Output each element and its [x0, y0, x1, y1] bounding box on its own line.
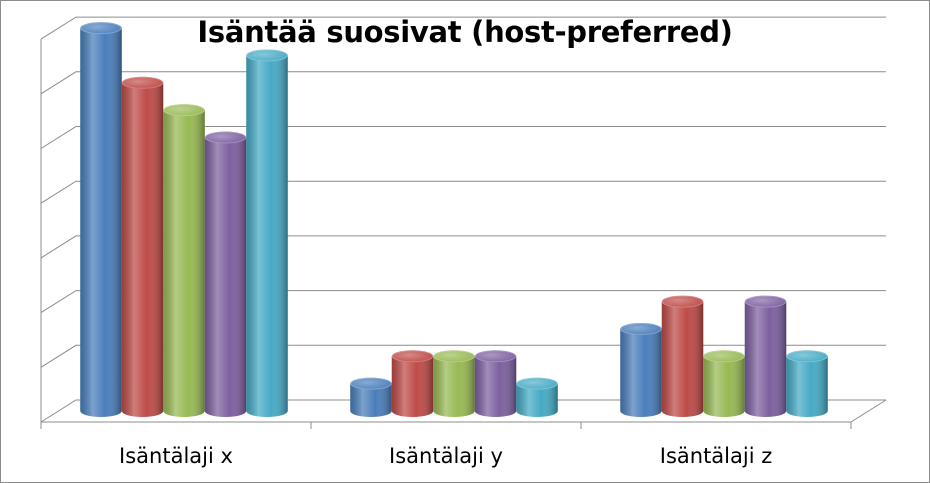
floor-edge [850, 399, 887, 423]
category-label: Isäntälaji z [660, 444, 773, 468]
category-labels: Isäntälaji x Isäntälaji y Isäntälaji z [119, 444, 772, 468]
gridline [40, 180, 886, 204]
gridline [40, 71, 886, 95]
gridline [40, 235, 886, 259]
bar [661, 295, 704, 417]
gridline [40, 126, 886, 149]
gridline [40, 16, 886, 40]
axes [40, 39, 887, 429]
category-label: Isäntälaji y [389, 444, 503, 468]
bars [80, 22, 828, 418]
bar [516, 377, 558, 417]
bar [80, 22, 122, 417]
bar [204, 131, 247, 417]
gridline [40, 399, 886, 423]
bar [391, 350, 434, 417]
bar [703, 350, 745, 417]
bar [163, 104, 205, 418]
bar [121, 76, 164, 418]
bar [350, 377, 392, 417]
gridline [40, 344, 886, 368]
bar [620, 322, 662, 417]
bar [433, 350, 475, 417]
chart-title: Isäntää suosivat (host-preferred) [197, 15, 733, 49]
gridline [40, 290, 886, 314]
bar [246, 49, 288, 417]
bar [744, 295, 787, 417]
bar [474, 350, 517, 417]
bar [786, 350, 828, 417]
category-label: Isäntälaji x [119, 444, 233, 468]
gridlines [40, 16, 886, 423]
